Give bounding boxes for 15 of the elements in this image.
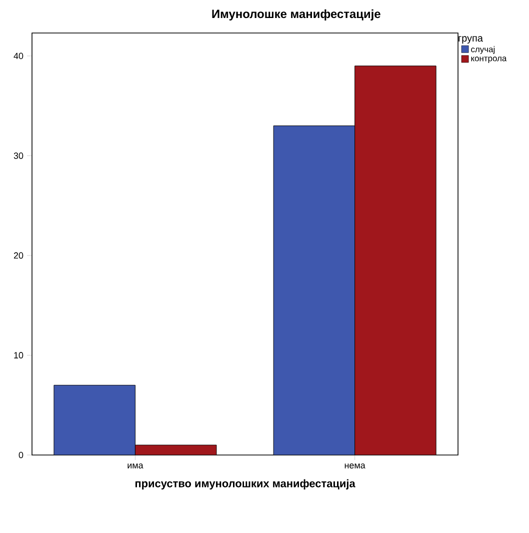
x-tick-label: има — [128, 464, 144, 468]
y-tick-label: 20 — [14, 252, 24, 259]
bar — [54, 384, 136, 455]
x-tick-label: нема — [344, 464, 366, 468]
bar — [354, 66, 436, 455]
legend-label: случај — [471, 46, 495, 54]
bar — [273, 126, 356, 455]
chart-title: Имунолошке манифестације — [212, 9, 380, 20]
legend-title: група — [458, 36, 483, 44]
y-tick-label: 40 — [14, 52, 24, 60]
y-tick-label: 10 — [14, 352, 24, 358]
x-axis-title: присуство имунолошких манифестација — [135, 479, 356, 490]
y-tick-label: 30 — [14, 152, 24, 159]
y-tick-label: 0 — [18, 452, 24, 458]
legend-label: контрола — [471, 56, 507, 63]
